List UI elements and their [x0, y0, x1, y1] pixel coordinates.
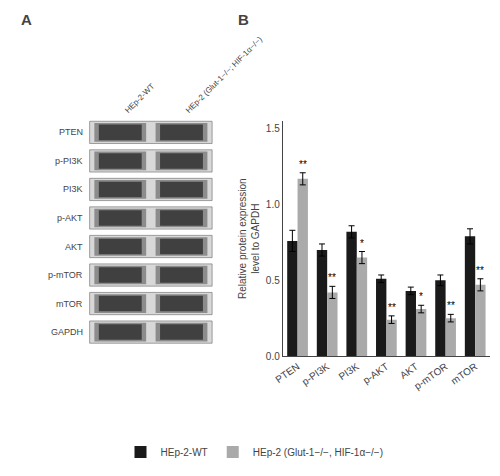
svg-text:HEp-2-WT: HEp-2-WT — [123, 82, 156, 115]
svg-text:p-AKT: p-AKT — [57, 213, 83, 223]
svg-text:PTEN: PTEN — [59, 127, 83, 137]
svg-text:A: A — [21, 11, 32, 28]
svg-text:1.0: 1.0 — [266, 199, 280, 210]
svg-text:**: ** — [447, 300, 455, 311]
svg-text:p-PI3K: p-PI3K — [300, 361, 332, 388]
svg-text:**: ** — [328, 272, 336, 283]
svg-text:**: ** — [388, 302, 396, 313]
svg-text:0.0: 0.0 — [266, 351, 280, 362]
svg-text:*: * — [419, 291, 423, 302]
svg-text:p-PI3K: p-PI3K — [55, 156, 83, 166]
svg-text:PI3K: PI3K — [63, 184, 83, 194]
svg-text:**: ** — [299, 159, 307, 170]
svg-text:mTOR: mTOR — [56, 299, 83, 309]
svg-text:**: ** — [476, 265, 484, 276]
svg-text:HEp-2 (Glut-1−/−, HIF-1α−/−): HEp-2 (Glut-1−/−, HIF-1α−/−) — [253, 447, 383, 458]
svg-text:*: * — [360, 238, 364, 249]
svg-text:AKT: AKT — [65, 242, 83, 252]
svg-text:PI3K: PI3K — [337, 361, 361, 383]
svg-text:B: B — [238, 11, 249, 28]
svg-text:Relative protein expressionlev: Relative protein expressionlevel to GAPD… — [237, 178, 261, 299]
svg-text:mTOR: mTOR — [449, 361, 479, 387]
svg-text:1.5: 1.5 — [266, 123, 280, 134]
svg-text:AKT: AKT — [398, 361, 420, 381]
svg-text:GAPDH: GAPDH — [51, 327, 83, 337]
svg-text:PTEN: PTEN — [273, 361, 301, 385]
svg-text:p-mTOR: p-mTOR — [412, 361, 450, 392]
svg-text:p-AKT: p-AKT — [361, 361, 391, 386]
svg-text:p-mTOR: p-mTOR — [48, 270, 83, 280]
svg-text:HEp-2 (Glut-1−/−; HIF-1α−/−): HEp-2 (Glut-1−/−; HIF-1α−/−) — [184, 35, 264, 115]
svg-text:0.5: 0.5 — [266, 275, 280, 286]
svg-text:HEp-2-WT: HEp-2-WT — [161, 447, 208, 458]
